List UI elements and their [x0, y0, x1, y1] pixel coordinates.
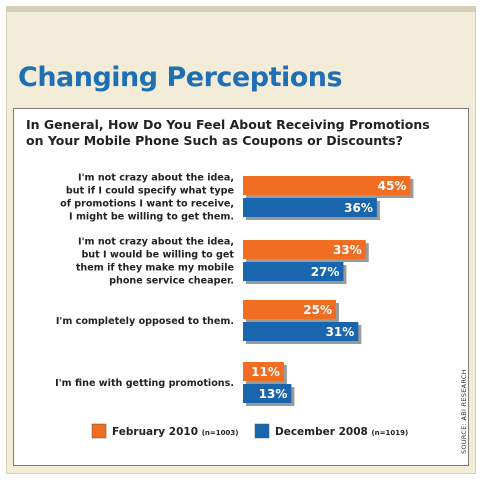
legend-label: February 2010 (n=1003) [112, 426, 238, 438]
bar-value-label: 31% [326, 325, 355, 339]
bars-layer: I'm not crazy about the idea, but if I co… [55, 173, 414, 406]
bar-dec-2008 [243, 322, 359, 341]
category-label: I'm completely opposed to them. [56, 316, 234, 327]
page-title: Changing Perceptions [18, 62, 343, 93]
chart-question: In General, How Do You Feel About Receiv… [26, 117, 430, 148]
bar-value-label: 25% [303, 303, 332, 317]
chart-panel [13, 108, 469, 466]
legend-sample-size: (n=1003) [202, 429, 239, 437]
bar-value-label: 11% [251, 365, 280, 379]
category-label: I'm not crazy about the idea, but if I co… [60, 173, 234, 223]
bar-value-label: 13% [259, 387, 288, 401]
legend-swatch-dec-2008 [254, 423, 270, 439]
bar-value-label: 45% [378, 179, 407, 193]
bar-dec-2008 [243, 198, 377, 217]
bar-value-label: 36% [344, 201, 373, 215]
bar-feb-2010 [243, 362, 284, 381]
legend-label: December 2008 (n=1019) [275, 426, 408, 438]
bar-feb-2010 [243, 240, 366, 259]
bar-feb-2010 [243, 300, 336, 319]
bar-dec-2008 [243, 384, 292, 403]
top-rule [6, 6, 476, 12]
category-label: I'm not crazy about the idea, but I would… [76, 237, 235, 287]
legend-sample-size: (n=1019) [371, 429, 408, 437]
category-label: I'm fine with getting promotions. [55, 378, 234, 389]
bar-value-label: 33% [333, 243, 362, 257]
bar-value-label: 27% [311, 265, 340, 279]
bar-feb-2010 [243, 176, 411, 195]
legend-swatch-feb-2010 [91, 423, 107, 439]
source-credit: SOURCE: ABI RESEARCH [460, 369, 468, 454]
legend: February 2010 (n=1003) December 2008 (n=1… [91, 423, 408, 439]
bar-dec-2008 [243, 262, 344, 281]
